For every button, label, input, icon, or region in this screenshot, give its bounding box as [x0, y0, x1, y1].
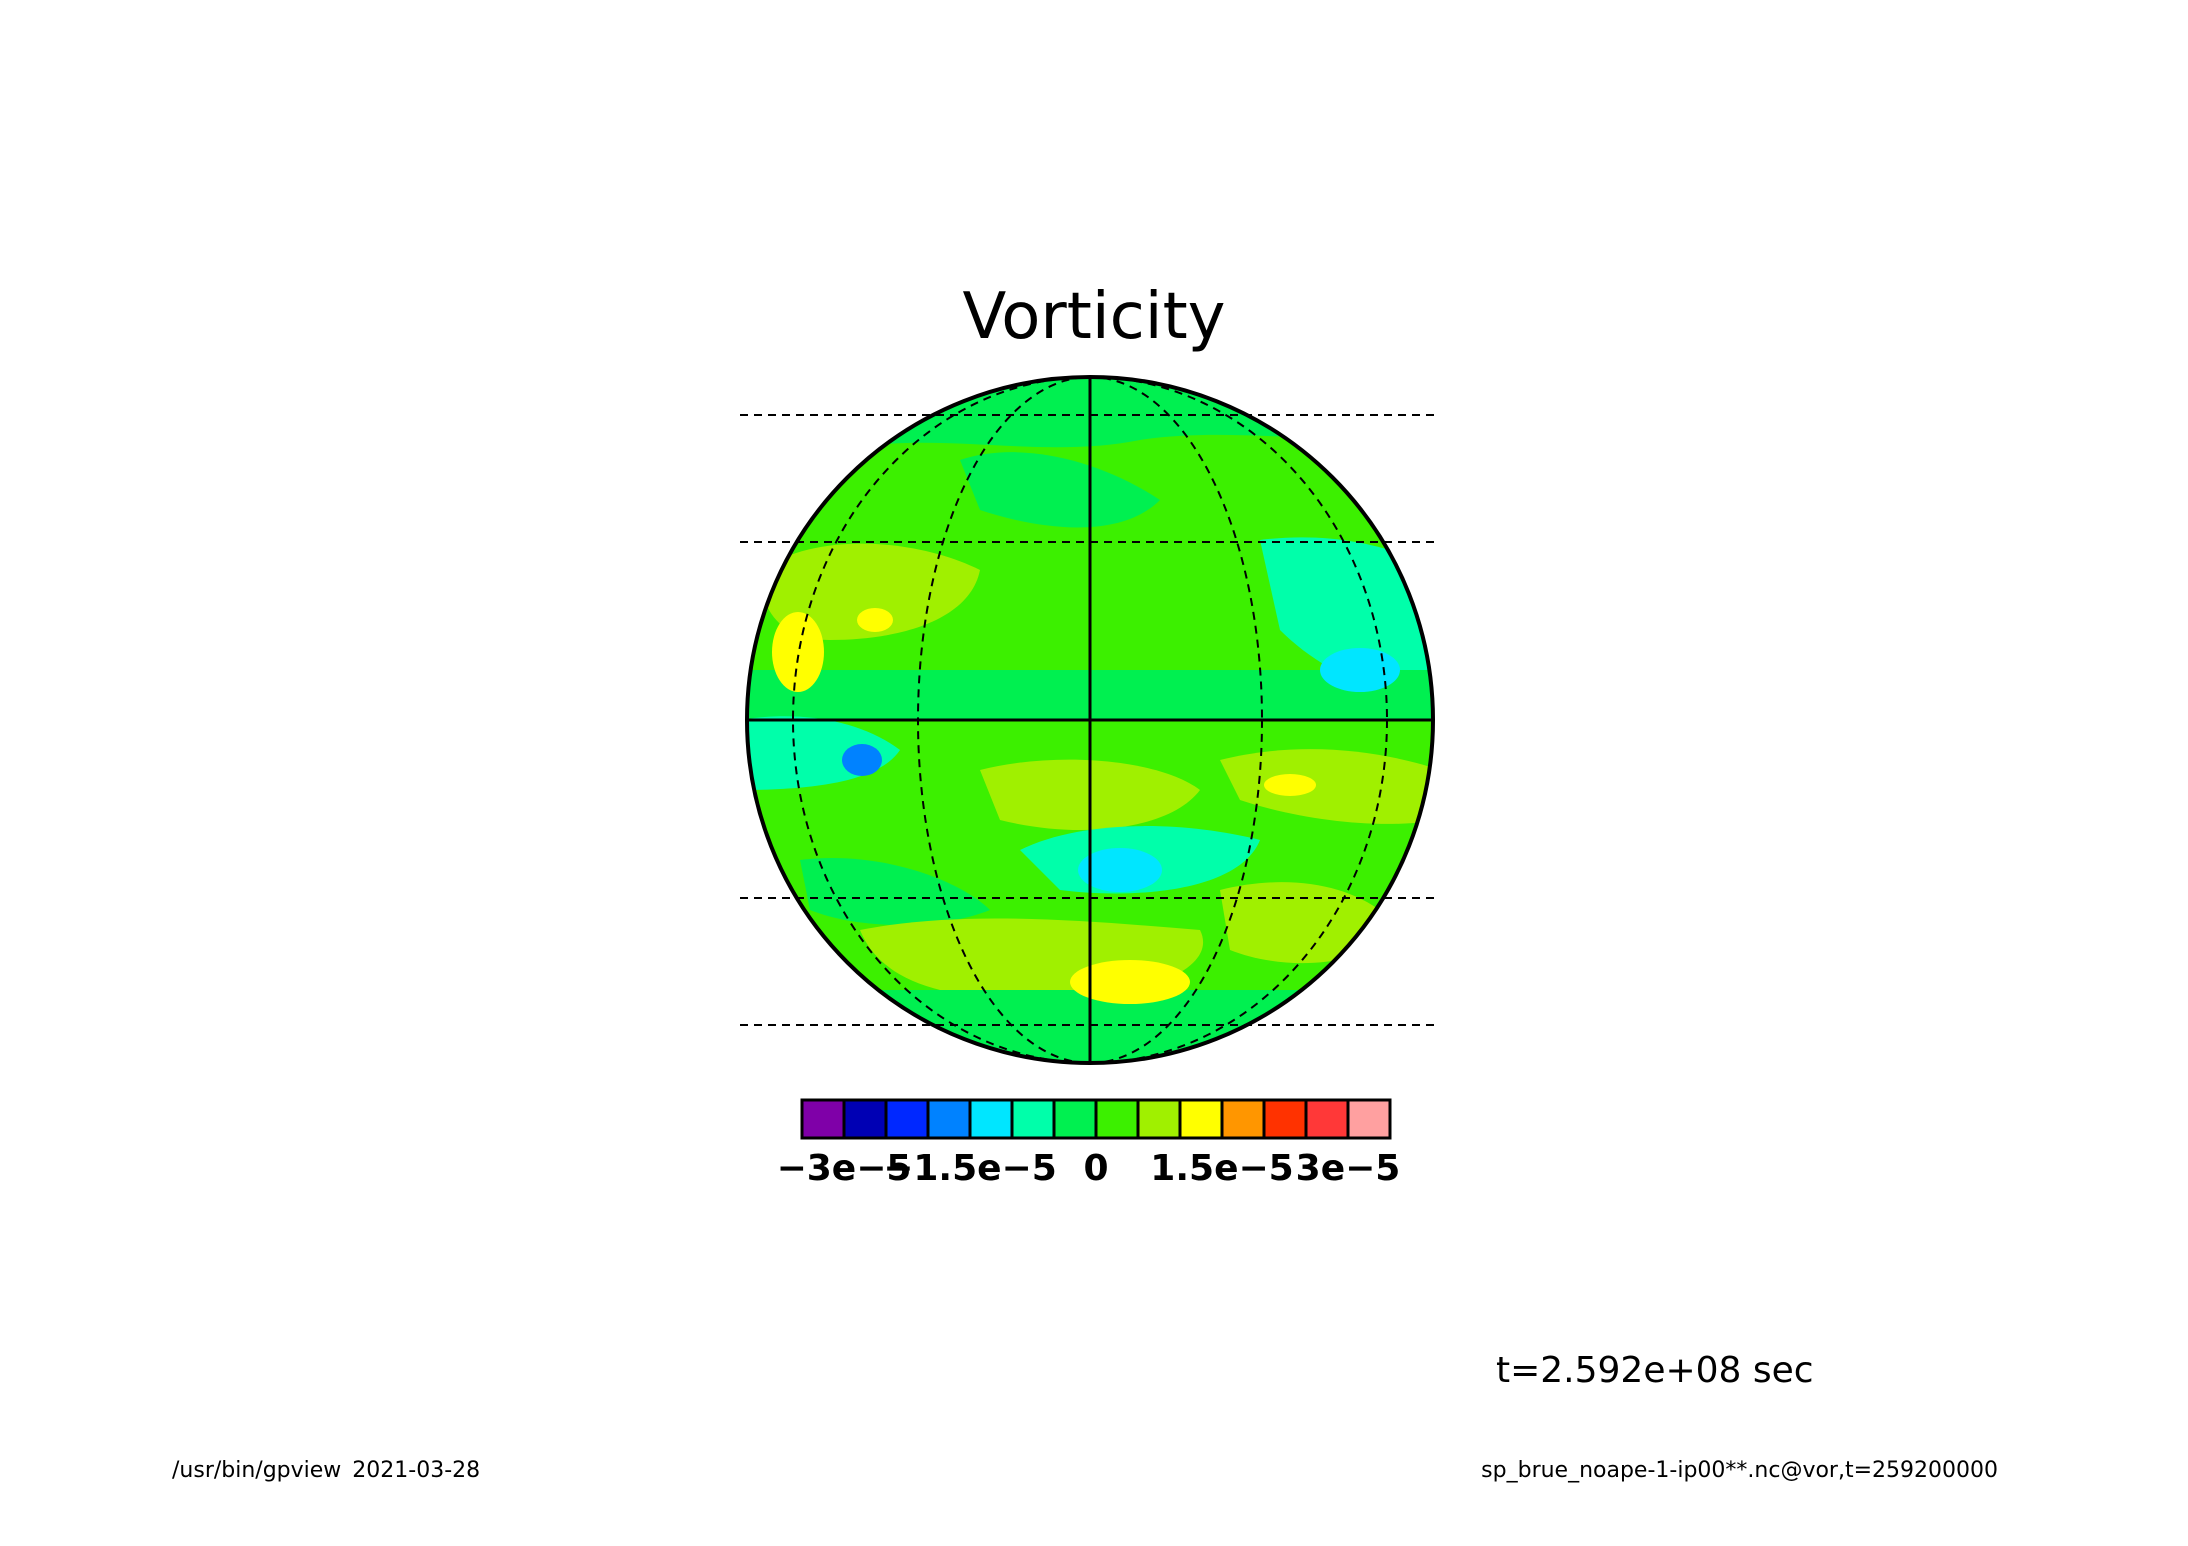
colorbar-tick-label: −3e−5	[780, 1148, 911, 1189]
colorbar-swatch	[1052, 1098, 1098, 1140]
globe-plot	[740, 375, 1440, 1065]
colorbar-tick-label: 0	[1083, 1148, 1108, 1189]
chart-title: Vorticity	[962, 280, 1226, 354]
anomaly-s-yellow	[1070, 960, 1190, 1004]
field-patch-n-center	[960, 452, 1160, 528]
field-patch-sw-green	[800, 858, 990, 925]
anomaly-ne-cyan	[1320, 648, 1400, 692]
colorbar: −3e−5−1.5e−5 0 1.5e−5 3e−5	[780, 1098, 1400, 1189]
colorbar-tick-label: 3e−5	[1296, 1148, 1401, 1189]
anomaly-w-blue	[842, 744, 882, 776]
colorbar-swatch	[926, 1098, 972, 1140]
anomaly-nw-yellow-2	[857, 608, 893, 632]
anomaly-e-yellow	[1264, 774, 1316, 796]
colorbar-swatch	[1136, 1098, 1182, 1140]
colorbar-tick-label: 1.5e−5	[1150, 1148, 1293, 1189]
colorbar-swatch	[1262, 1098, 1308, 1140]
colorbar-swatch	[968, 1098, 1014, 1140]
anomaly-nw-yellow	[772, 612, 824, 692]
graticule-main	[747, 377, 1433, 1063]
colorbar-swatch	[800, 1098, 846, 1140]
colorbar-swatch	[842, 1098, 888, 1140]
colorbar-swatch	[1220, 1098, 1266, 1140]
footer-command-date: /usr/bin/gpview 2021-03-28	[172, 1458, 481, 1483]
colorbar-swatch	[1346, 1098, 1392, 1140]
colorbar-swatch	[1178, 1098, 1224, 1140]
colorbar-tick-labels: −3e−5−1.5e−5 0 1.5e−5 3e−5	[780, 1148, 1400, 1189]
colorbar-tick-label: −1.5e−5	[883, 1148, 1057, 1189]
colorbar-swatch	[1094, 1098, 1140, 1140]
footer-file-info: sp_brue_noape-1-ip00**.nc@vor,t=25920000…	[1481, 1458, 1998, 1483]
globe-outline	[745, 375, 1435, 1065]
field-patch-ne-teal	[1260, 537, 1433, 692]
colorbar-swatch	[1304, 1098, 1350, 1140]
colorbar-swatch	[884, 1098, 930, 1140]
colorbar-swatch	[1010, 1098, 1056, 1140]
anomaly-s-cyan	[1078, 848, 1162, 892]
time-label: t=2.592e+08 sec	[1496, 1350, 1814, 1391]
colorbar-swatches	[800, 1098, 1392, 1140]
field-patch-nw-green	[760, 543, 980, 640]
